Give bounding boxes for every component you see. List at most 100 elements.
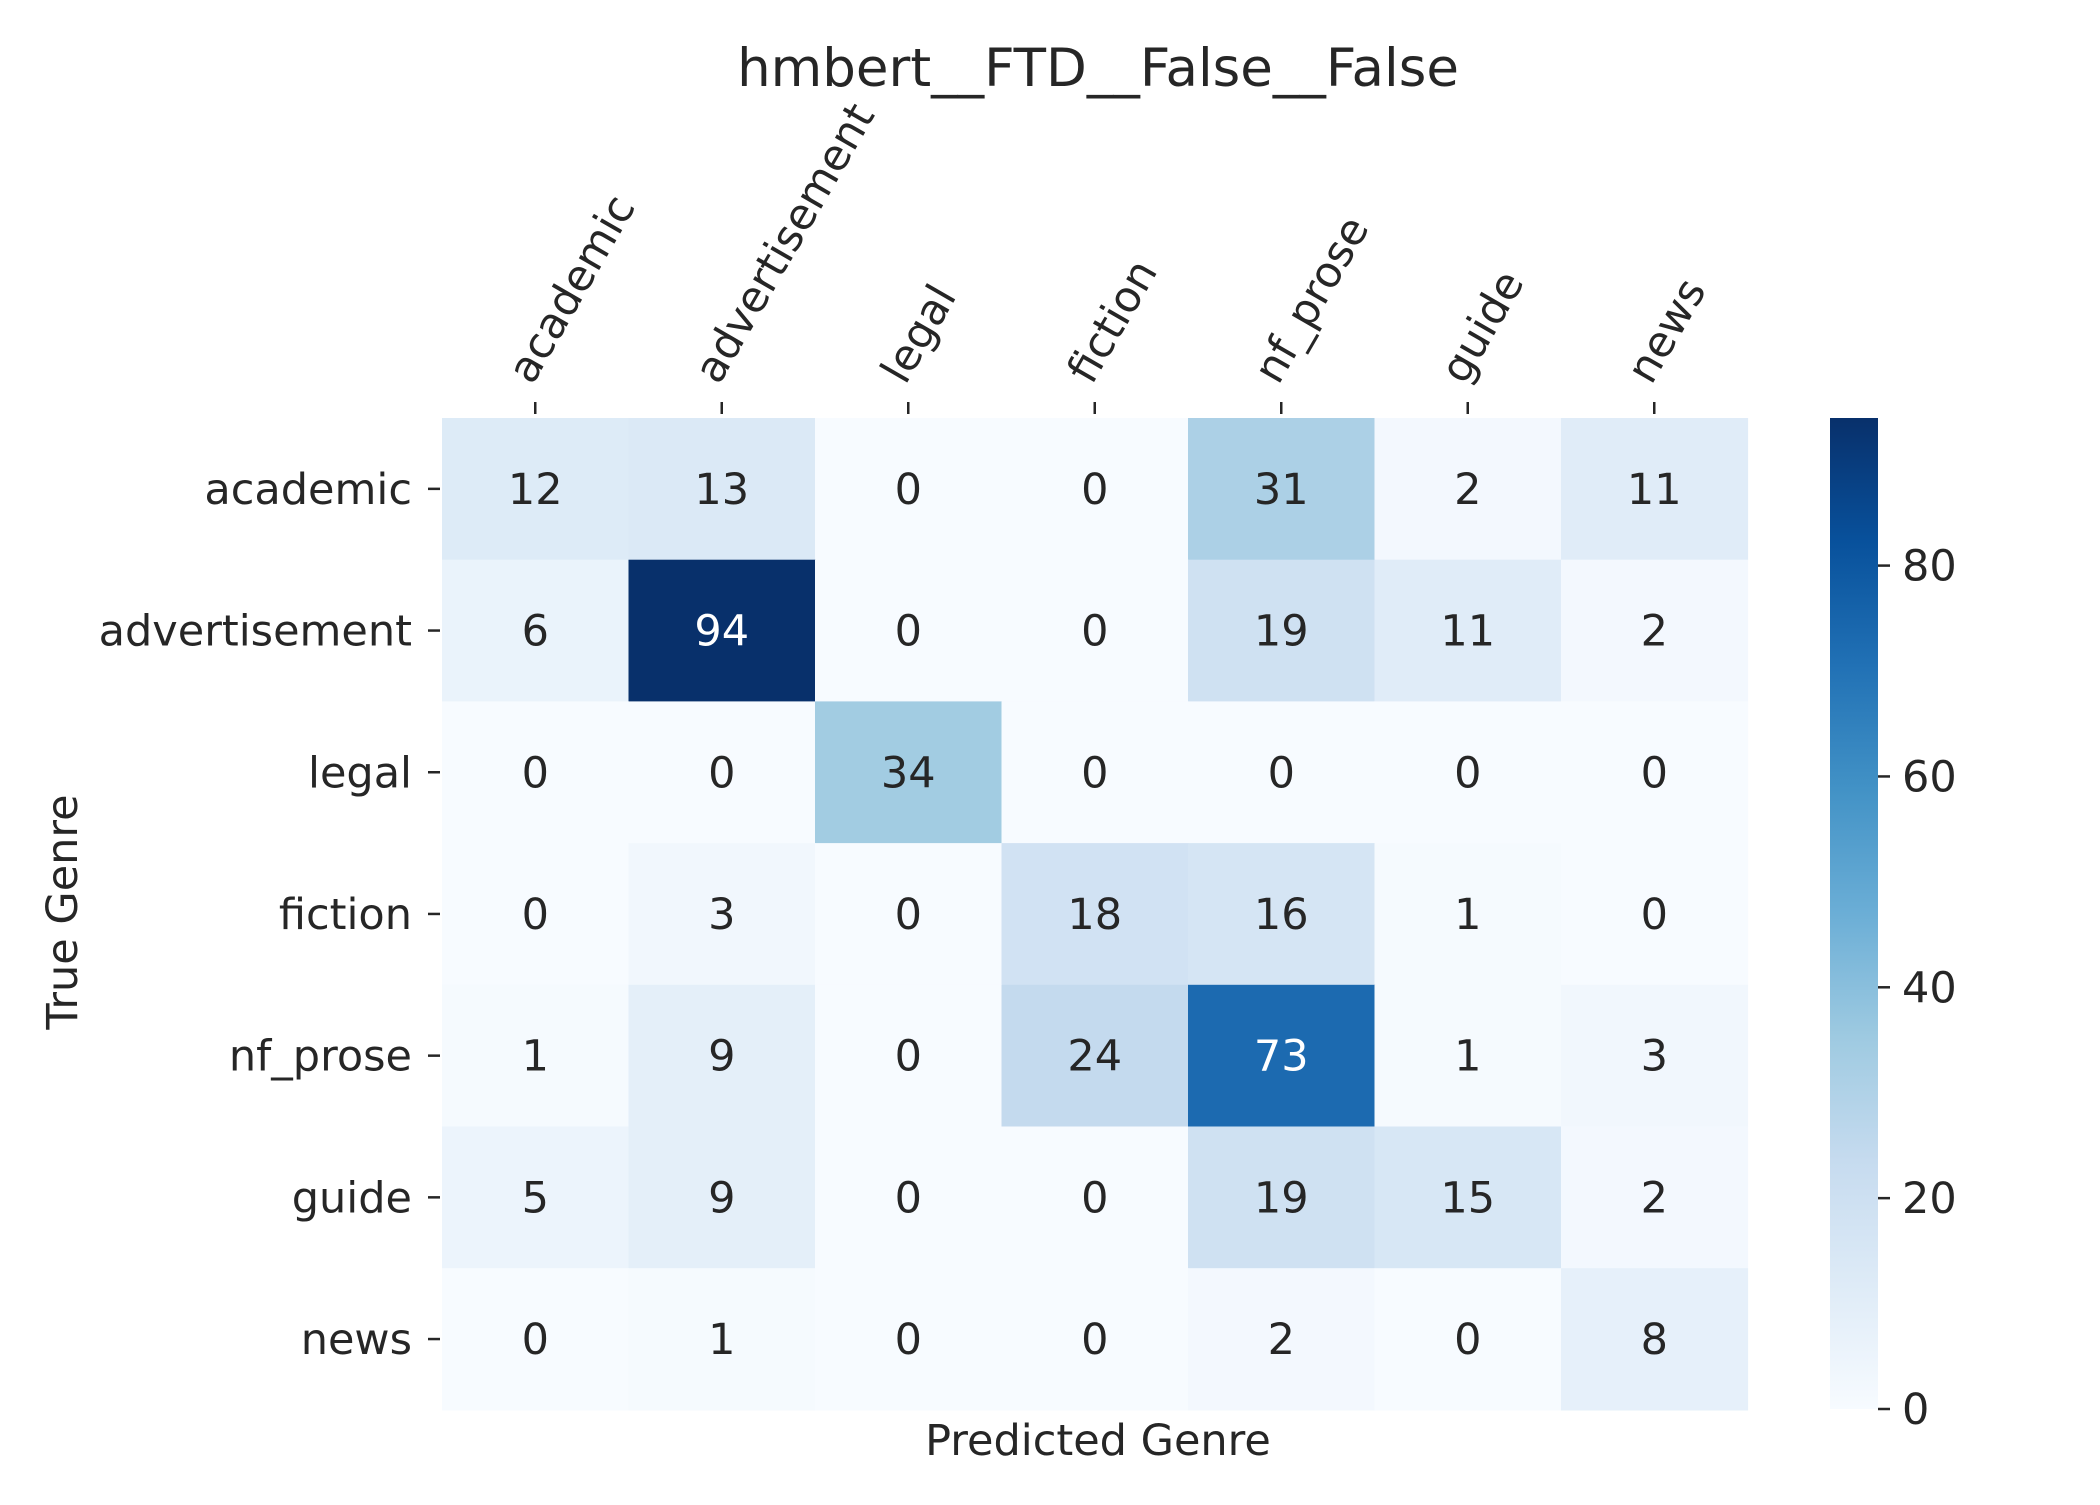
cell-legal-academic (442, 701, 630, 844)
cell-academic-fiction (1001, 418, 1189, 561)
colorbar-tick-label-80: 80 (1902, 542, 1957, 592)
cell-value-label: 6 (522, 607, 549, 657)
cell-value-label: 2 (1641, 1173, 1668, 1223)
colorbar-gradient (1830, 418, 1878, 1409)
y-axis-ticks: academic advertisement legal fiction nf_pros… (99, 465, 440, 1365)
cell-value-label: 1 (1454, 1032, 1481, 1082)
cell-legal-nf_prose (1188, 701, 1376, 844)
colorbar-tick-label-40: 40 (1902, 963, 1957, 1013)
cell-value-label: 2 (1268, 1315, 1295, 1365)
cell-value-label: 2 (1641, 607, 1668, 657)
y-tick-label-fiction: fiction (279, 890, 412, 940)
cell-value-label: 0 (708, 748, 735, 798)
x-tick-label-academic: academic (498, 187, 645, 392)
cell-value-label: 0 (522, 748, 549, 798)
cell-value-label: 0 (522, 890, 549, 940)
x-tick-label-fiction: fiction (1058, 251, 1168, 391)
cell-value-label: 94 (694, 607, 749, 657)
cell-fiction-fiction (1001, 843, 1189, 986)
cell-nf_prose-guide (1374, 984, 1562, 1128)
cell-value-label: 1 (708, 1315, 735, 1365)
y-tick-label-academic: academic (204, 465, 412, 515)
cell-guide-legal (815, 1126, 1003, 1269)
cell-value-label: 13 (694, 465, 749, 515)
cell-academic-advertisement (628, 418, 816, 561)
heatmap-cells: 12 13 0 0 31 2 116 94 0 0 19 11 20 0 34 0 0 0 00 3 0 18 16 1 01 9… (442, 418, 1749, 1411)
cell-value-label: 0 (1081, 607, 1108, 657)
cell-fiction-academic (442, 843, 630, 986)
y-tick-label-legal: legal (308, 748, 412, 798)
x-tick-label-legal: legal (871, 276, 966, 391)
cell-guide-fiction (1001, 1126, 1189, 1269)
cell-value-label: 31 (1254, 465, 1309, 515)
cell-academic-guide (1374, 418, 1562, 561)
cell-academic-news (1561, 418, 1749, 561)
cell-value-label: 1 (1454, 890, 1481, 940)
x-tick-label-advertisement: advertisement (685, 95, 885, 391)
cell-guide-nf_prose (1188, 1126, 1376, 1269)
cell-legal-legal (815, 701, 1003, 844)
colorbar: 0 20 40 60 80 (1830, 418, 1957, 1435)
cell-value-label: 19 (1254, 1173, 1309, 1223)
cell-legal-fiction (1001, 701, 1189, 844)
cell-value-label: 34 (881, 748, 936, 798)
cell-nf_prose-advertisement (628, 984, 816, 1128)
cell-advertisement-legal (815, 559, 1003, 702)
cell-value-label: 18 (1067, 890, 1122, 940)
x-tick-label-news: news (1617, 270, 1716, 391)
cell-value-label: 5 (522, 1173, 549, 1223)
cell-advertisement-nf_prose (1188, 559, 1376, 702)
cell-value-label: 0 (522, 1315, 549, 1365)
chart-title: hmbert__FTD__False__False (737, 38, 1459, 99)
cell-news-advertisement (628, 1268, 816, 1411)
cell-news-nf_prose (1188, 1268, 1376, 1411)
cell-value-label: 0 (895, 607, 922, 657)
colorbar-tick-label-20: 20 (1902, 1174, 1957, 1224)
cell-value-label: 2 (1454, 465, 1481, 515)
cell-value-label: 0 (1454, 1315, 1481, 1365)
cell-nf_prose-academic (442, 984, 630, 1128)
cell-guide-advertisement (628, 1126, 816, 1269)
cell-guide-news (1561, 1126, 1749, 1269)
colorbar-tick-label-0: 0 (1902, 1385, 1929, 1435)
x-tick-label-guide: guide (1431, 262, 1534, 391)
cell-news-academic (442, 1268, 630, 1411)
cell-value-label: 15 (1440, 1173, 1495, 1223)
cell-value-label: 9 (708, 1173, 735, 1223)
cell-guide-academic (442, 1126, 630, 1269)
cell-news-legal (815, 1268, 1003, 1411)
cell-value-label: 8 (1641, 1315, 1668, 1365)
cell-guide-guide (1374, 1126, 1562, 1269)
cell-value-label: 0 (1268, 748, 1295, 798)
x-tick-label-nf_prose: nf_prose (1244, 208, 1379, 392)
cell-value-label: 0 (1081, 748, 1108, 798)
cell-value-label: 24 (1067, 1032, 1122, 1082)
cell-value-label: 0 (1641, 748, 1668, 798)
cell-value-label: 9 (708, 1032, 735, 1082)
cell-academic-academic (442, 418, 630, 561)
cell-legal-advertisement (628, 701, 816, 844)
cell-advertisement-guide (1374, 559, 1562, 702)
cell-advertisement-fiction (1001, 559, 1189, 702)
cell-value-label: 3 (708, 890, 735, 940)
cell-nf_prose-fiction (1001, 984, 1189, 1128)
cell-value-label: 12 (508, 465, 563, 515)
cell-value-label: 0 (895, 1173, 922, 1223)
cell-news-news (1561, 1268, 1749, 1411)
cell-fiction-nf_prose (1188, 843, 1376, 986)
cell-value-label: 0 (1454, 748, 1481, 798)
cell-fiction-legal (815, 843, 1003, 986)
cell-academic-nf_prose (1188, 418, 1376, 561)
cell-value-label: 19 (1254, 607, 1309, 657)
cell-value-label: 3 (1641, 1032, 1668, 1082)
cell-fiction-advertisement (628, 843, 816, 986)
colorbar-tick-label-60: 60 (1902, 752, 1957, 802)
cell-news-fiction (1001, 1268, 1189, 1411)
cell-fiction-guide (1374, 843, 1562, 986)
cell-value-label: 0 (1081, 1315, 1108, 1365)
cell-advertisement-news (1561, 559, 1749, 702)
cell-value-label: 0 (1081, 1173, 1108, 1223)
cell-value-label: 0 (895, 465, 922, 515)
